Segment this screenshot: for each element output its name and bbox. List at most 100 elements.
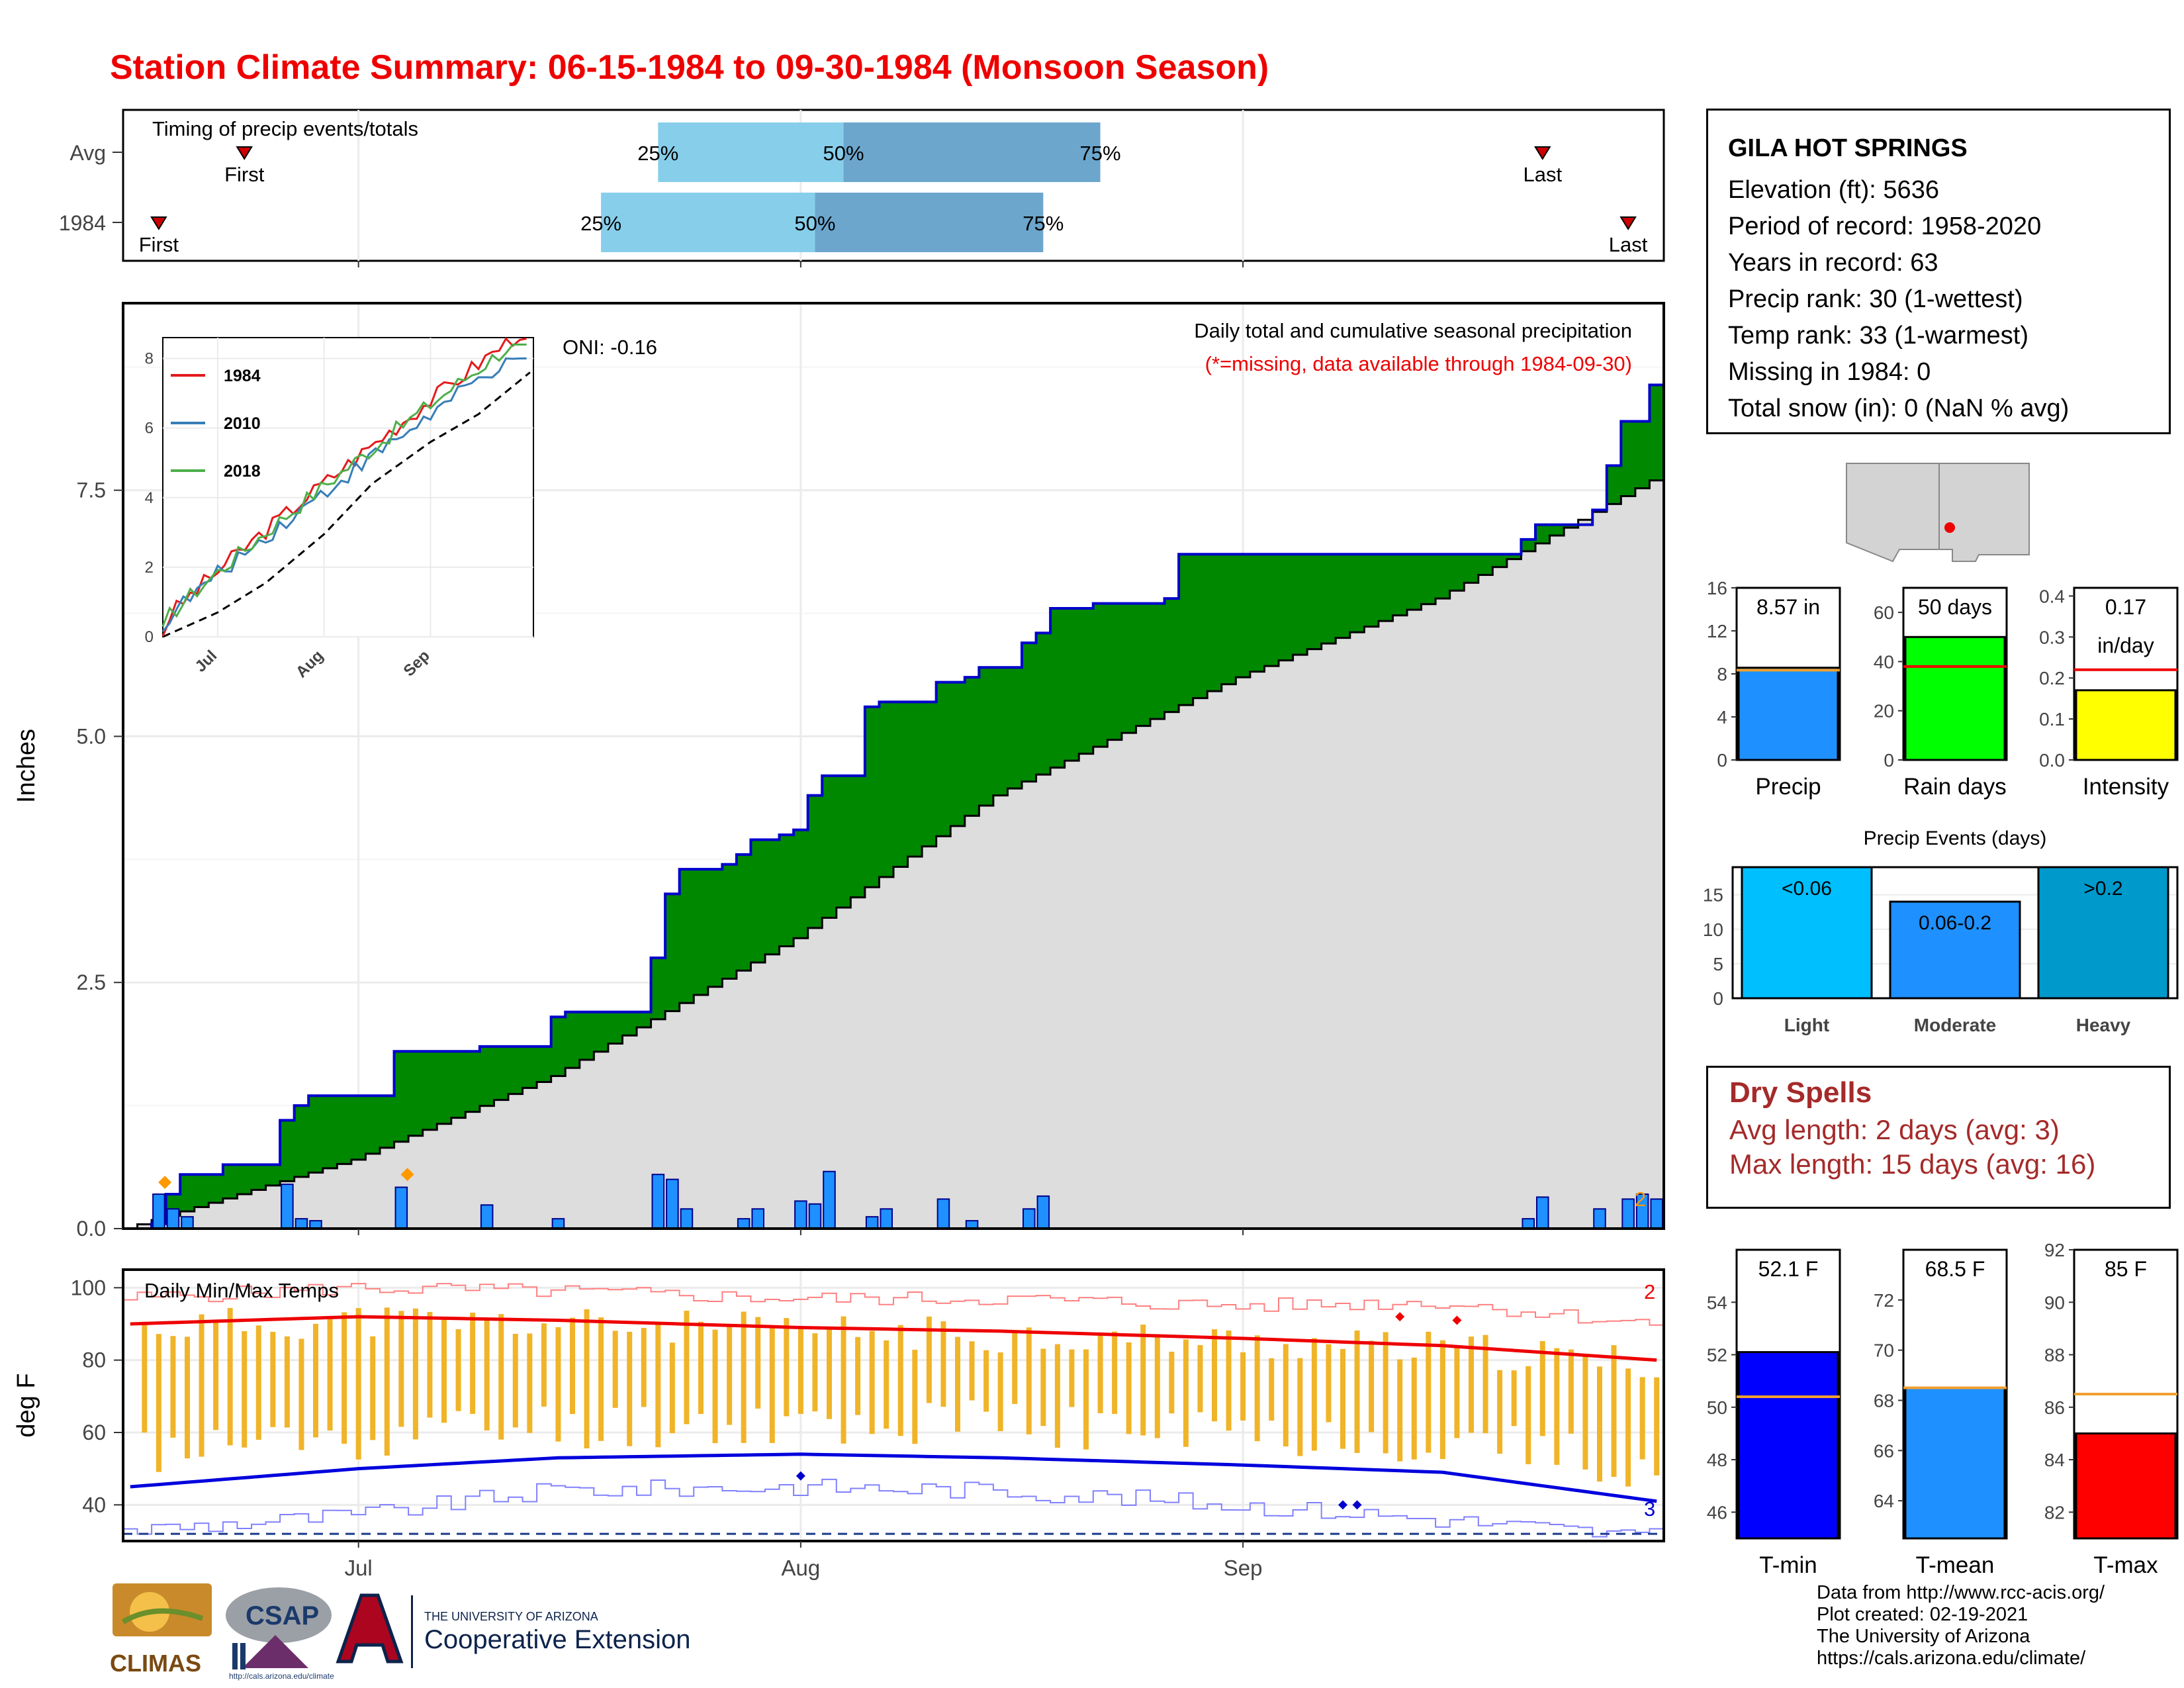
precip-ytick-label: 0.0 xyxy=(77,1217,106,1241)
avg-max-line xyxy=(130,1315,1657,1362)
t-max-ytick-label: 92 xyxy=(2044,1240,2065,1260)
map-new-mexico xyxy=(1938,463,2030,562)
daily-temp-bar xyxy=(298,1338,304,1450)
timing-bar-25-50 xyxy=(601,193,815,252)
events-ytick-label: 10 xyxy=(1703,919,1723,940)
precip-ytick-label: 5.0 xyxy=(77,724,106,748)
daily-temp-bar xyxy=(641,1328,647,1407)
daily-temp-bar xyxy=(1469,1336,1474,1433)
daily-temp-bar xyxy=(1611,1345,1617,1477)
daily-temp-bar xyxy=(384,1307,390,1456)
t-min-ytick-label: 50 xyxy=(1707,1397,1727,1418)
daily-temp-bar xyxy=(284,1336,290,1428)
daily-temp-bar xyxy=(627,1331,633,1446)
intensity-bar xyxy=(2075,689,2177,761)
daily-temp-bar xyxy=(841,1316,846,1444)
daily-precip-bar xyxy=(480,1204,494,1230)
precip-total-ytick-label: 8 xyxy=(1717,664,1727,684)
daily-temp-bar xyxy=(655,1324,661,1448)
daily-temp-bar xyxy=(1040,1348,1046,1427)
daily-temp-bar xyxy=(869,1331,875,1434)
dry-spells-max: Max length: 15 days (avg: 16) xyxy=(1729,1149,2096,1180)
timing-first-marker xyxy=(150,216,167,230)
logos-svg: CLIMAS CSAP http://cals.arizona.edu/clim… xyxy=(110,1583,690,1681)
daily-temp-bar xyxy=(327,1317,333,1431)
daily-temp-bar xyxy=(1212,1329,1217,1422)
daily-temp-bar xyxy=(470,1313,476,1414)
dry-spells-title: Dry Spells xyxy=(1729,1076,1872,1109)
t-min-ytick-label: 54 xyxy=(1707,1292,1727,1313)
t-mean-ytick-label: 64 xyxy=(1874,1491,1894,1511)
timing-p50-label: 50% xyxy=(823,142,864,165)
daily-temp-bar xyxy=(797,1329,803,1414)
daily-temp-bar xyxy=(784,1318,790,1417)
timing-p50-label: 50% xyxy=(794,212,835,235)
station-name: GILA HOT SPRINGS xyxy=(1728,134,1968,162)
rain-days-ytick-label: 60 xyxy=(1874,602,1894,623)
daily-temp-bar xyxy=(1083,1349,1089,1450)
temp-record-marker xyxy=(1452,1315,1462,1325)
daily-precip-bar xyxy=(1522,1218,1535,1230)
events-bar-light xyxy=(1741,866,1873,1000)
daily-temp-bar xyxy=(1169,1352,1175,1414)
temp-ylabel: deg F xyxy=(13,1373,40,1437)
daily-temp-bar xyxy=(969,1341,975,1401)
t-max-ytick-label: 86 xyxy=(2044,1397,2065,1418)
intensity-ytick-label: 0.1 xyxy=(2039,709,2065,729)
station-temp-rank: Temp rank: 33 (1-warmest) xyxy=(1728,322,2029,350)
daily-precip-bar xyxy=(152,1193,165,1229)
csap-url: http://cals.arizona.edu/climate xyxy=(229,1671,334,1681)
daily-temp-bar xyxy=(170,1336,176,1438)
daily-precip-bar xyxy=(680,1208,694,1230)
daily-temp-bar xyxy=(827,1328,832,1419)
temp-ytick-label: 80 xyxy=(82,1348,106,1372)
events-bar-heavy xyxy=(2037,866,2169,1000)
daily-temp-bar xyxy=(884,1340,889,1429)
daily-temp-bar xyxy=(997,1352,1003,1431)
daily-temp-bar xyxy=(1112,1331,1118,1414)
events-category-label: Light xyxy=(1784,1015,1829,1035)
daily-precip-bar xyxy=(1023,1208,1036,1230)
daily-precip-bar xyxy=(1650,1198,1663,1229)
daily-precip-bar xyxy=(880,1208,893,1230)
daily-temp-bar xyxy=(1154,1334,1160,1438)
precip-ytick-label: 2.5 xyxy=(77,970,106,994)
timing-row-label: 1984 xyxy=(59,211,106,235)
events-ytick-label: 15 xyxy=(1703,885,1723,906)
t-min-ytick-label: 52 xyxy=(1707,1345,1727,1366)
intensity-category-label: Intensity xyxy=(2083,774,2169,800)
daily-temp-bar xyxy=(1254,1335,1260,1442)
daily-temp-bar xyxy=(1069,1349,1075,1407)
csap-text: CSAP xyxy=(246,1601,319,1630)
oni-label: ONI: -0.16 xyxy=(563,336,657,359)
intensity-ytick-label: 0.3 xyxy=(2039,627,2065,647)
intensity-value-label: in/day xyxy=(2097,633,2154,657)
daily-temp-bar xyxy=(897,1325,903,1436)
daily-temp-bar xyxy=(1426,1331,1432,1453)
rain-days-ytick-label: 20 xyxy=(1874,701,1894,722)
daily-temp-bar xyxy=(1097,1334,1103,1413)
daily-precip-bar xyxy=(295,1218,308,1230)
station-location-marker xyxy=(1944,522,1955,533)
daily-temp-bar xyxy=(1497,1370,1503,1454)
avg-min-line xyxy=(130,1452,1657,1503)
timing-p25-label: 25% xyxy=(580,212,621,235)
temp-ytick-label: 40 xyxy=(82,1493,106,1517)
t-max-bar xyxy=(2075,1432,2177,1540)
record-min-line xyxy=(123,1478,1664,1538)
daily-temp-bar xyxy=(1383,1332,1388,1454)
t-mean-bar xyxy=(1904,1387,2006,1540)
ua-small-text: THE UNIVERSITY OF ARIZONA xyxy=(424,1610,598,1623)
daily-temp-bar xyxy=(698,1321,704,1414)
daily-temp-bar xyxy=(527,1333,533,1433)
daily-temp-bar xyxy=(355,1308,361,1460)
timing-first-label: First xyxy=(224,163,265,186)
temp-record-marker xyxy=(1352,1500,1362,1510)
daily-temp-bar xyxy=(185,1336,190,1459)
daily-temp-bar xyxy=(1012,1330,1018,1404)
daily-temp-bar xyxy=(541,1323,547,1407)
daily-temp-bar xyxy=(769,1325,775,1443)
daily-temp-bar xyxy=(727,1326,733,1425)
events-ytick-label: 5 xyxy=(1713,954,1723,974)
t-min-category-label: T-min xyxy=(1759,1552,1817,1578)
